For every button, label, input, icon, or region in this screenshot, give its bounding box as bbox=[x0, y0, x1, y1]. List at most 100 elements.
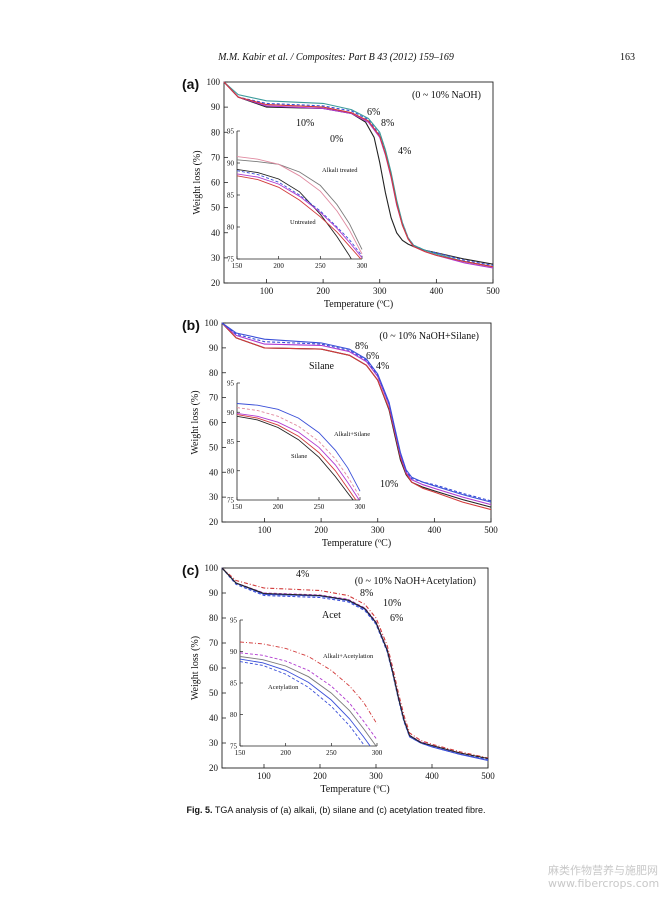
inset-y-tick-label: 90 bbox=[227, 409, 235, 417]
y-tick-label: 20 bbox=[209, 763, 219, 773]
x-axis-title: Temperature (ºC) bbox=[322, 538, 391, 549]
legend-title: (0 ~ 10% NaOH) bbox=[412, 90, 481, 101]
y-tick-label: 60 bbox=[209, 418, 219, 428]
x-tick-label: 500 bbox=[481, 771, 495, 781]
y-tick-label: 50 bbox=[209, 688, 219, 698]
y-tick-label: 50 bbox=[209, 442, 219, 452]
inset-annotation: Alkali+Silane bbox=[334, 431, 370, 438]
series-line-10pct bbox=[221, 567, 489, 762]
y-tick-label: 100 bbox=[207, 77, 221, 87]
inset-x-tick-label: 300 bbox=[355, 503, 366, 511]
x-tick-label: 400 bbox=[425, 771, 439, 781]
journal-header: M.M. Kabir et al. / Composites: Part B 4… bbox=[218, 52, 454, 63]
y-tick-label: 80 bbox=[209, 613, 219, 623]
inset-x-tick-label: 200 bbox=[273, 262, 284, 270]
curve-annotation: 10% bbox=[383, 598, 401, 609]
y-tick-label: 20 bbox=[209, 517, 219, 527]
y-tick-label: 20 bbox=[211, 278, 221, 288]
series-line-4pct bbox=[221, 322, 492, 511]
inset-x-tick-label: 150 bbox=[235, 749, 246, 757]
panel-letter: (c) bbox=[182, 562, 199, 578]
x-tick-label: 100 bbox=[260, 286, 274, 296]
x-tick-label: 400 bbox=[430, 286, 444, 296]
panel-letter: (b) bbox=[182, 317, 200, 333]
inset-series-line bbox=[237, 175, 362, 259]
inset-annotation: Alkali treated bbox=[322, 167, 358, 174]
x-tick-label: 200 bbox=[313, 771, 327, 781]
curve-annotation: 4% bbox=[296, 569, 309, 580]
inset-x-tick-label: 250 bbox=[315, 262, 326, 270]
inset-series-line bbox=[240, 652, 378, 740]
figure-caption: Fig. 5. TGA analysis of (a) alkali, (b) … bbox=[0, 805, 672, 815]
x-tick-label: 300 bbox=[369, 771, 383, 781]
series-line-6pct bbox=[223, 81, 494, 268]
inset-series-line bbox=[240, 641, 378, 725]
y-tick-label: 40 bbox=[209, 713, 219, 723]
y-tick-label: 30 bbox=[209, 738, 219, 748]
inset-x-tick-label: 300 bbox=[357, 262, 368, 270]
inset-y-tick-label: 90 bbox=[230, 648, 238, 656]
inset-y-tick-label: 85 bbox=[227, 438, 235, 446]
x-axis-title: Temperature (ºC) bbox=[320, 784, 389, 795]
y-axis-title: Weight loss (%) bbox=[192, 150, 203, 214]
y-tick-label: 30 bbox=[211, 253, 221, 263]
y-tick-label: 70 bbox=[211, 152, 221, 162]
inset-y-tick-label: 95 bbox=[227, 128, 235, 136]
inset-series-line bbox=[240, 656, 377, 746]
series-line-10pct bbox=[223, 81, 494, 268]
series-line-4pct bbox=[221, 567, 489, 759]
y-tick-label: 80 bbox=[211, 127, 221, 137]
y-tick-label: 100 bbox=[205, 563, 219, 573]
y-tick-label: 80 bbox=[209, 368, 219, 378]
inset-series-line bbox=[237, 156, 363, 255]
series-line-0pct bbox=[223, 81, 494, 265]
series-line-8pct bbox=[221, 567, 489, 760]
y-tick-label: 40 bbox=[209, 467, 219, 477]
y-axis-title: Weight loss (%) bbox=[190, 390, 201, 454]
inset-series-line bbox=[237, 170, 363, 257]
inset-y-tick-label: 75 bbox=[227, 256, 235, 264]
x-tick-label: 300 bbox=[371, 525, 385, 535]
y-tick-label: 60 bbox=[211, 178, 221, 188]
inset-series-line bbox=[240, 658, 371, 746]
inset-annotation: Acetylation bbox=[268, 684, 299, 691]
x-tick-label: 300 bbox=[373, 286, 387, 296]
x-tick-label: 100 bbox=[257, 771, 271, 781]
inset-series-line bbox=[240, 661, 366, 746]
inset-y-tick-label: 80 bbox=[230, 711, 238, 719]
y-tick-label: 60 bbox=[209, 663, 219, 673]
plot-frame bbox=[221, 567, 489, 769]
inset-annotation: Silane bbox=[291, 453, 307, 460]
page-number: 163 bbox=[620, 52, 635, 63]
y-tick-label: 90 bbox=[209, 343, 219, 353]
inset-annotation: Untreated bbox=[290, 219, 316, 226]
y-tick-label: 70 bbox=[209, 393, 219, 403]
inset-x-tick-label: 250 bbox=[314, 503, 325, 511]
series-line-8pct bbox=[221, 322, 492, 503]
panel-letter: (a) bbox=[182, 76, 199, 92]
series-line-6pct bbox=[221, 567, 489, 760]
curve-annotation: 4% bbox=[376, 361, 389, 372]
x-tick-label: 500 bbox=[486, 286, 500, 296]
watermark-line1: 麻类作物营养与施肥网 bbox=[548, 864, 658, 877]
watermark-line2: www.fibercrops.com bbox=[548, 877, 660, 890]
y-tick-label: 70 bbox=[209, 638, 219, 648]
curve-annotation: Acet bbox=[322, 610, 341, 621]
inset-series-line bbox=[237, 412, 360, 500]
x-tick-label: 400 bbox=[428, 525, 442, 535]
curve-annotation: 4% bbox=[398, 146, 411, 157]
curve-annotation: 0% bbox=[330, 134, 343, 145]
curve-annotation: 8% bbox=[360, 588, 373, 599]
caption-text: TGA analysis of (a) alkali, (b) silane a… bbox=[214, 805, 486, 815]
panel-b: (b) 20 30 40 50 60 70 80 90 100 100 200 300 400 500 Tem… bbox=[182, 317, 498, 549]
inset-y-tick-label: 95 bbox=[227, 380, 235, 388]
inset-series-line bbox=[237, 159, 363, 250]
caption-label: Fig. 5. bbox=[186, 805, 213, 815]
inset-y-tick-label: 80 bbox=[227, 467, 235, 475]
y-tick-label: 90 bbox=[209, 588, 219, 598]
inset-x-tick-label: 250 bbox=[326, 749, 337, 757]
inset-x-tick-label: 300 bbox=[372, 749, 383, 757]
inset-y-tick-label: 90 bbox=[227, 160, 235, 168]
inset-series-line bbox=[237, 173, 363, 258]
